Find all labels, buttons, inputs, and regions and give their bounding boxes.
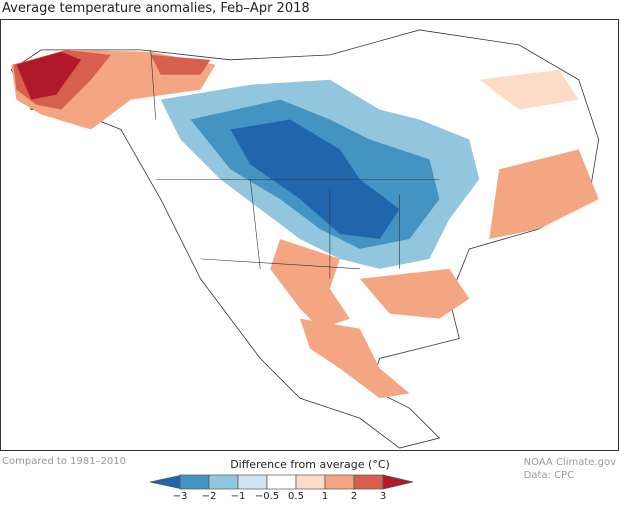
legend-swatch (353, 474, 384, 490)
legend-tick-label: −2 (201, 491, 217, 502)
color-legend (150, 474, 414, 490)
legend-swatch (237, 474, 268, 490)
baseline-note: Compared to 1981–2010 (2, 456, 127, 467)
map-title: Average temperature anomalies, Feb–Apr 2… (2, 1, 310, 16)
legend-tick-label: −3 (172, 491, 188, 502)
legend-tick-label: −0.5 (254, 491, 280, 502)
legend-tick-label: 2 (350, 491, 358, 502)
legend-tick-label: −1 (230, 491, 246, 502)
credit: NOAA Climate.gov Data: CPC (524, 456, 616, 482)
legend-swatch (266, 474, 297, 490)
legend-tick-label: 3 (379, 491, 387, 502)
legend-swatch (179, 474, 210, 490)
data-source: Data: CPC (523, 470, 575, 481)
legend-swatch (382, 474, 414, 490)
legend-tick-label: 1 (321, 491, 329, 502)
legend-swatch (150, 474, 183, 490)
anomaly-map (0, 19, 619, 451)
legend-swatch (295, 474, 326, 490)
legend-title: Difference from average (°C) (230, 458, 390, 471)
borders (150, 49, 440, 279)
legend-tick-label: 0.5 (288, 491, 304, 502)
legend-swatch (208, 474, 239, 490)
legend-swatch (324, 474, 355, 490)
credit-source: NOAA Climate.gov (523, 457, 616, 468)
